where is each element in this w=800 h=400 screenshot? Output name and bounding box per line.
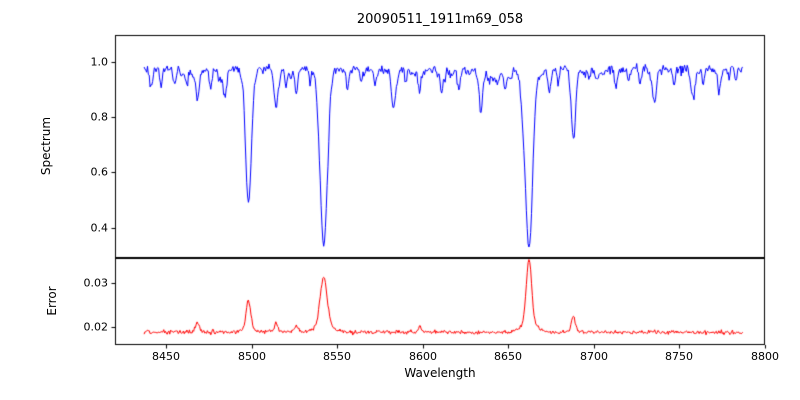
ytick-spectrum-0p8: 0.8	[90, 110, 109, 124]
error-axis-label: Error	[45, 286, 59, 316]
ytick-spectrum-0p4: 0.4	[90, 221, 109, 235]
xtick-8800: 8800	[751, 350, 779, 363]
xtick-8500: 8500	[238, 350, 266, 363]
wavelength-axis-label: Wavelength	[404, 366, 476, 380]
ytick-error-0p03: 0.03	[83, 276, 109, 290]
plot-title: 20090511_1911m69_058	[356, 12, 524, 27]
xtick-8550: 8550	[323, 350, 351, 363]
xtick-8650: 8650	[494, 350, 522, 363]
ytick-error-0p02: 0.02	[83, 320, 109, 334]
ytick-spectrum-1p0: 1.0	[90, 55, 109, 69]
xtick-8700: 8700	[580, 350, 608, 363]
xtick-8450: 8450	[152, 350, 180, 363]
xtick-8600: 8600	[409, 350, 437, 363]
ytick-spectrum-0p6: 0.6	[90, 165, 109, 179]
xtick-8750: 8750	[665, 350, 693, 363]
